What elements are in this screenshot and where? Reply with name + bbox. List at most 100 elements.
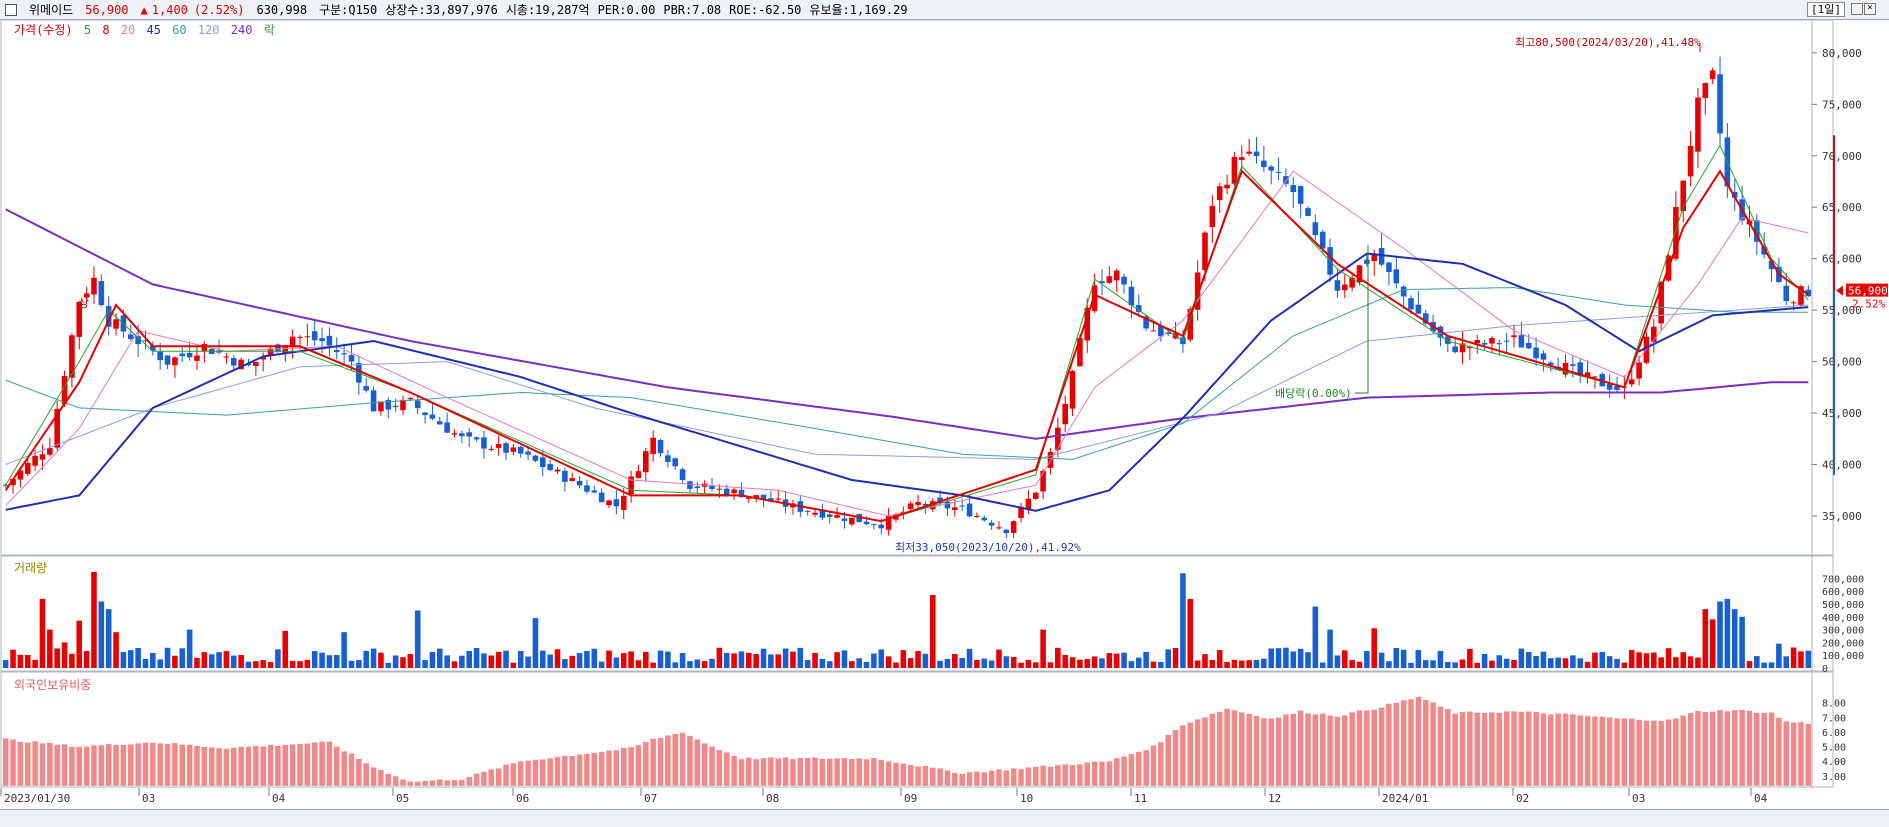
candle-body	[885, 516, 892, 530]
candle-body	[319, 338, 325, 342]
current-price: 56,900	[85, 2, 129, 17]
foreign-panel-title[interactable]: 외국인보유비중	[14, 678, 92, 692]
volume-panel-title[interactable]: 거래량	[14, 561, 48, 575]
y-tick-label: 70,000	[1822, 150, 1862, 163]
volume-bar	[694, 659, 701, 668]
candle-body	[709, 485, 715, 489]
volume-bar	[481, 653, 487, 668]
candle-body	[1378, 247, 1385, 265]
volume-bar	[1386, 661, 1392, 668]
legend-ex-rights[interactable]: 락	[263, 23, 275, 37]
volume-bar	[1091, 656, 1098, 668]
candle-body	[775, 498, 782, 500]
volume-bar	[1312, 606, 1319, 668]
foreign-bar	[215, 747, 223, 787]
foreign-bar	[1569, 713, 1576, 787]
volume-bar	[1695, 657, 1701, 668]
volume-bar	[1143, 651, 1149, 668]
volume-bar	[1805, 650, 1812, 668]
limit-up-marker: 상	[78, 296, 89, 310]
volume-bar	[1180, 573, 1186, 668]
select-checkbox[interactable]	[5, 3, 17, 16]
candle-body	[694, 486, 701, 489]
volume-bar	[650, 662, 656, 668]
candle-body	[1783, 285, 1790, 302]
volume-bar	[1430, 660, 1436, 668]
volume-bar	[1717, 601, 1723, 668]
volume-bar	[775, 654, 782, 668]
foreign-bar	[627, 746, 635, 787]
candle-body	[584, 485, 590, 492]
legend-ma45[interactable]: 45	[146, 23, 161, 37]
candle-body	[834, 514, 840, 518]
foreign-bar	[1452, 713, 1459, 787]
foreign-bar	[878, 759, 885, 787]
volume-bar	[1665, 648, 1672, 668]
legend-price[interactable]: 가격(수정)	[14, 23, 73, 37]
volume-bar	[1062, 654, 1068, 668]
legend-ma240[interactable]: 240	[230, 23, 253, 37]
foreign-bar	[1393, 702, 1400, 787]
volume-bar	[525, 656, 531, 668]
legend-ma20[interactable]: 20	[120, 23, 136, 37]
candle-body	[1444, 336, 1451, 344]
y-tick-label: 40,000	[1822, 459, 1862, 472]
volume-bar	[716, 647, 723, 668]
volume-bar	[1673, 657, 1679, 668]
volume-bar	[400, 657, 406, 668]
volume-bar	[1238, 660, 1245, 668]
volume-bar	[1570, 655, 1576, 668]
foreign-bar	[510, 762, 517, 787]
candle-body	[1231, 157, 1238, 184]
legend-ma5[interactable]: 5	[83, 23, 92, 37]
foreign-bar	[399, 779, 407, 787]
foreign-bar	[193, 745, 201, 787]
candle-body	[1805, 289, 1812, 297]
stock-name[interactable]: 위메이드	[29, 3, 74, 17]
legend-ma60[interactable]: 60	[172, 23, 187, 37]
volume-bar	[1290, 651, 1297, 668]
candle-body	[76, 302, 83, 337]
volume-bar	[32, 659, 38, 668]
candle-body	[1577, 362, 1584, 376]
candle-body	[444, 422, 450, 433]
volume-bar	[1525, 652, 1532, 668]
x-tick-label: 02	[1516, 792, 1529, 805]
legend-ma120[interactable]: 120	[197, 23, 220, 37]
foreign-bar	[1415, 696, 1422, 787]
period-selector[interactable]: [1일]	[1807, 2, 1845, 17]
candle-body	[488, 448, 495, 450]
candle-body	[1695, 97, 1701, 152]
foreign-bar	[1510, 711, 1518, 787]
candle-body	[753, 495, 759, 498]
candle-body	[1474, 339, 1481, 344]
foreign-bar	[1658, 720, 1665, 787]
candle-body	[849, 517, 855, 525]
candle-body	[1319, 231, 1326, 249]
foreign-bar	[76, 746, 83, 787]
candle-body	[164, 355, 171, 365]
volume-bar	[1113, 653, 1120, 668]
foreign-bar	[576, 754, 583, 787]
candle-body	[517, 446, 524, 454]
candle-body	[69, 335, 75, 378]
volume-bar	[1246, 660, 1252, 668]
volume-bar	[1187, 598, 1194, 668]
foreign-bar	[1304, 713, 1312, 787]
foreign-bar	[333, 746, 340, 787]
candle-body	[1651, 326, 1657, 342]
volume-bar	[1283, 647, 1289, 668]
close-icon[interactable]: ×	[1864, 3, 1876, 15]
volume-bar	[39, 598, 46, 668]
volume-bar	[981, 658, 988, 668]
volume-bar	[1327, 629, 1333, 668]
volume-bar	[1202, 654, 1208, 668]
foreign-bar	[348, 753, 355, 787]
volume-bar	[172, 655, 178, 668]
ma240-line	[5, 208, 1809, 440]
restore-icon[interactable]	[1851, 3, 1863, 15]
legend-ma8[interactable]: 8	[102, 23, 110, 37]
scroll-bar[interactable]	[0, 809, 1889, 827]
candle-body	[1121, 276, 1127, 285]
